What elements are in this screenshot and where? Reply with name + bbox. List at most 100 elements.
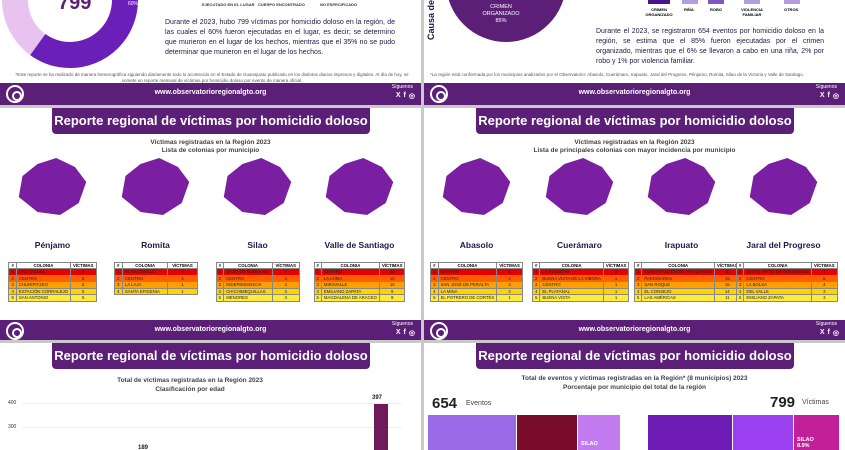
table-row: 1 CONSTITUCIÓN DE APATZINGÁN 15 [633,268,741,276]
chart-title: Total de víctimas registradas en la Regi… [117,377,263,384]
table-row: 5 MAGDALENA DE ARACEO 9 [313,294,406,302]
table-header: VÍCTIMAS [602,262,630,269]
panel-bottom-left: Reporte regional de víctimas por homicid… [0,343,421,450]
municipality-card: Jaral del Progreso # COLONIA VÍCTIMAS 1 JUSTO… [735,158,838,302]
table-cell: BAJÍO DE BONILLAS [223,268,273,276]
table-row: 5 BUENA VISTA 1 [531,294,630,302]
table-header: VÍCTIMAS [496,262,523,269]
footer-url[interactable]: www.observatorioregionalgto.org [578,89,691,96]
table-header: # [531,262,541,269]
instagram-icon[interactable]: ◎ [408,330,415,337]
instagram-icon[interactable]: ◎ [408,93,415,100]
table-cell: SAN JOSÉ DE PERALTA [437,281,498,289]
table-cell: SANTA EFIGENIA [121,287,169,295]
colonias-table: # COLONIA VÍCTIMAS 1 SAN MIGUEL 9 2 CENTRO 8 3 CHU… [8,262,97,302]
bar-value-label: 189 [138,444,149,450]
municipality-name: Pénjamo [34,240,71,250]
follow-label: Síguenos [391,321,413,327]
colonias-table: # COLONIA VÍCTIMAS 1 JUSTO ORTIZ DE DOMÍNGUE… [735,262,838,302]
logo-icon [6,85,24,103]
table-cell: 5 [430,294,439,302]
footer-bar: www.observatorioregionalgto.org Síguenos… [424,320,845,340]
report-title: Reporte regional de víctimas por homicid… [476,343,794,369]
table-header: COLONIA [15,262,71,269]
table-cell: 5 [69,294,97,302]
table-header: COLONIA [223,262,273,269]
footer-url[interactable]: www.observatorioregionalgto.org [154,89,267,96]
bar-value-label: 397 [372,394,383,401]
footer-bar: www.observatorioregionalgto.org Síguenos… [424,83,845,105]
panel-bottom-right: Reporte regional de víctimas por homicid… [424,343,845,450]
footer-url[interactable]: www.observatorioregionalgto.org [154,326,267,333]
footer-bar: www.observatorioregionalgto.org Síguenos… [0,83,421,105]
municipality-card: Cuerámaro # COLONIA VÍCTIMAS 1 LA SOLEDAD 3 2 BU… [531,158,630,302]
table-header: # [313,262,322,269]
table-header: # [430,262,439,269]
table-cell: 4 [113,287,123,295]
legend-label-3: ROBO [710,7,722,12]
x-icon[interactable]: X [395,92,401,99]
x-icon[interactable]: X [819,329,825,336]
tile-label: SILAO [581,441,598,447]
instagram-icon[interactable]: ◎ [832,93,839,100]
follow-label: Síguenos [391,84,413,90]
municipality-name: Irapuato [664,240,699,250]
gridline [22,427,402,428]
facebook-icon[interactable]: f [827,329,830,336]
table-header: VÍCTIMAS [271,262,300,269]
table-row: 3 INDEPENDENCIA 4 [215,281,300,289]
table-row: 4 ESTACIÓN CORRALEJO 5 [8,287,97,295]
subtitle-2: Porcentaje por municipio del total de la… [562,384,707,391]
tile-label: SILAO 8.9% [797,437,814,449]
table-cell: MAGDALENA DE ARACEO [320,294,380,302]
subtitle-1: Víctimas registradas en la Región 2023 [150,139,271,146]
panel-top-left: 799 60% EJECUTADO EN EL LUGAR CUERPO ENC… [0,0,421,105]
facebook-icon[interactable]: f [827,92,830,99]
table-header: COLONIA [641,262,716,269]
instagram-icon[interactable]: ◎ [832,330,839,337]
treemap-tile [517,415,577,450]
subtitle-2: Lista de principales colonias con mayor … [533,147,736,154]
label-3: NO ESPECIFICADO [320,2,358,7]
municipality-name: Abasolo [459,240,494,250]
table-row: 5 MENORES 3 [215,294,300,302]
table-cell: SAN ANTONIO [15,294,71,302]
table-cell: 5 [633,294,643,302]
eventos-label: Eventos [466,400,492,407]
table-row: 3 SAN JOSÉ DE PERALTA 3 [430,281,523,289]
municipality-map-shape [545,158,614,215]
table-cell: ESTACIÓN CORRALEJO [15,287,71,295]
footer-bar: www.observatorioregionalgto.org Síguenos… [0,320,421,340]
table-row: 4 EL PLATANAL 1 [531,287,630,295]
table-cell: BUENA VISTA DE LA VÍBORA [539,274,604,282]
table-cell: LAS AMÉRICAS [641,294,716,302]
table-cell: 3 [271,294,300,302]
municipality-card: Irapuato # COLONIA VÍCTIMAS 1 CONSTITUCIÓN DE… [633,158,741,302]
municipality-map-shape [647,158,716,215]
table-cell: 5 [8,294,17,302]
panel-mid-left: Reporte regional de víctimas por homicid… [0,108,421,340]
table-cell: 5 [313,294,322,302]
chart-subtitle: Clasificación por edad [155,386,225,393]
facebook-icon[interactable]: f [403,329,406,336]
table-cell: 3 [811,294,838,302]
table-header: # [8,262,17,269]
colonias-table: # COLONIA VÍCTIMAS 1 MANTAS 6 2 CENTRO 4 3 SAN JOS… [430,262,523,302]
table-cell: 1 [496,294,523,302]
x-icon[interactable]: X [395,329,401,336]
footer-url[interactable]: www.observatorioregionalgto.org [578,326,691,333]
municipality-name: Cuerámaro [557,240,602,250]
facebook-icon[interactable]: f [403,92,406,99]
follow-label: Síguenos [815,84,837,90]
x-icon[interactable]: X [819,92,825,99]
table-row: 2 BUENA VISTA DE LA VÍBORA 1 [531,274,630,282]
summary-paragraph: Durante el 2023, hubo 799 víctimas por h… [165,19,395,56]
municipality-card: Silao # COLONIA VÍCTIMAS 1 BAJÍO DE BONILLAS 7… [210,158,305,302]
table-row: 5 EL POTRERO DE CORTÉS 1 [430,294,523,302]
treemap-tile [733,415,793,450]
municipality-map-shape [223,158,292,215]
municipality-card: Valle de Santiago # COLONIA VÍCTIMAS 1 CENTRO… [312,158,407,302]
legend-label-2: RIÑA [684,7,694,12]
colonias-table: # COLONIA VÍCTIMAS 1 CENTRO 20 2 LA LOMA 10 3 MIRA… [313,262,406,302]
table-header: VÍCTIMAS [69,262,97,269]
